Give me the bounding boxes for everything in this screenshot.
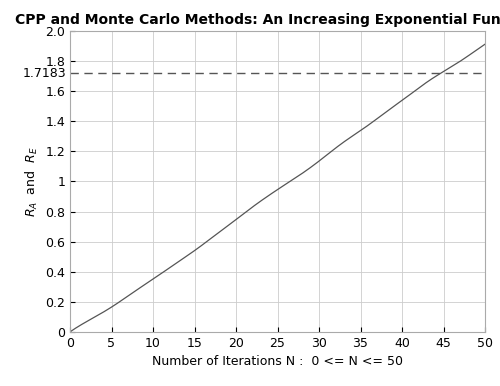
X-axis label: Number of Iterations N :  0 <= N <= 50: Number of Iterations N : 0 <= N <= 50 bbox=[152, 356, 403, 368]
Y-axis label: $R_A$  and  $R_E$: $R_A$ and $R_E$ bbox=[24, 146, 40, 217]
Title: CPP and Monte Carlo Methods: An Increasing Exponential Function: CPP and Monte Carlo Methods: An Increasi… bbox=[15, 13, 500, 27]
Text: 1.7183: 1.7183 bbox=[22, 67, 66, 80]
